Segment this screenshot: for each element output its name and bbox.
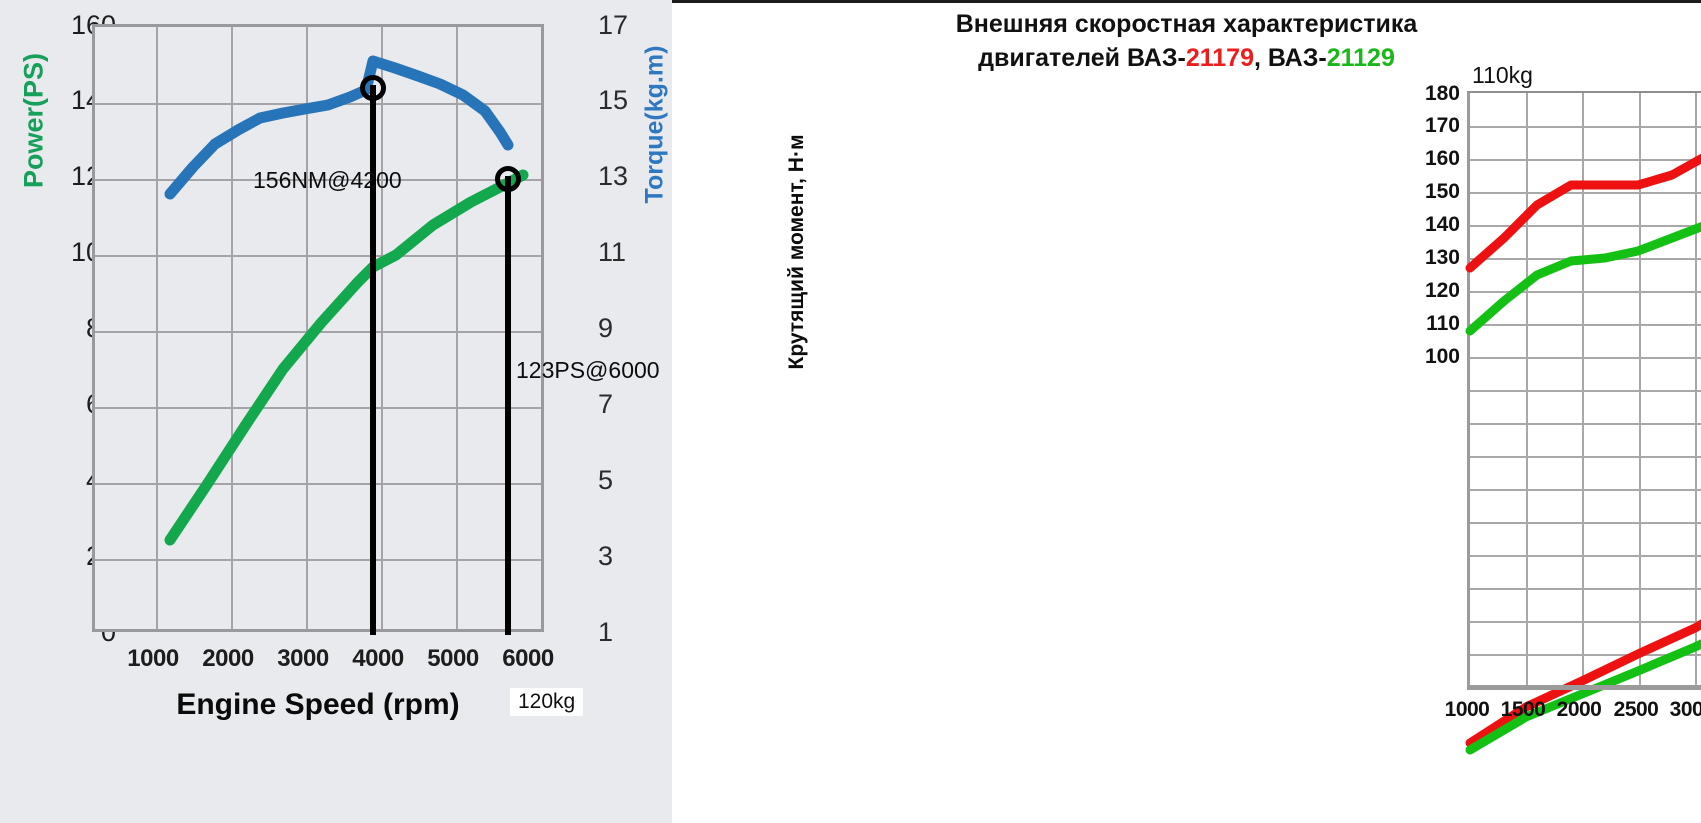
left-chart-panel: Power(PS) Torque(kg.m) 160 140 120 100 8… bbox=[0, 0, 672, 823]
left-chart-y2tick: 15 bbox=[598, 85, 629, 115]
torque-curve-blue bbox=[164, 55, 514, 200]
right-chart-xtick: 2500 bbox=[1613, 698, 1659, 721]
right-chart-ytick: 160 bbox=[1424, 147, 1460, 170]
left-chart-x-axis-title: Engine Speed (rpm) bbox=[176, 688, 460, 721]
right-chart-ytick: 150 bbox=[1424, 180, 1460, 203]
left-chart-y2-axis-title: Torque(kg.m) bbox=[640, 45, 669, 204]
left-chart-y2tick: 17 bbox=[598, 10, 629, 40]
left-chart-xtick: 2000 bbox=[202, 645, 254, 672]
gridline-horizontal bbox=[1470, 621, 1701, 623]
left-chart-weight-badge: 120kg bbox=[510, 688, 584, 716]
torque-peak-indicator-line bbox=[370, 85, 376, 635]
right-chart-ytick: 110 bbox=[1426, 312, 1460, 335]
gridline-horizontal bbox=[95, 255, 541, 257]
left-chart-power-annotation: 123PS@6000 bbox=[516, 357, 660, 383]
gridline-horizontal bbox=[1470, 588, 1701, 590]
right-chart-plot-area: 170NM@3700 148 78 122@6050 bbox=[1465, 91, 1701, 755]
torque-peak-marker bbox=[360, 75, 386, 101]
right-chart-ytick: 170 bbox=[1424, 114, 1460, 137]
left-chart-xtick: 3000 bbox=[277, 645, 329, 672]
left-chart-y2tick: 7 bbox=[598, 389, 614, 419]
gridline-horizontal bbox=[95, 483, 541, 485]
right-chart-xtick: 2000 bbox=[1556, 698, 1602, 721]
gridline-horizontal bbox=[1470, 456, 1701, 458]
right-chart-x-axis-line bbox=[1467, 685, 1701, 690]
right-chart-title-line1: Внешняя скоростная характеристика bbox=[955, 10, 1418, 38]
left-chart-xtick: 5000 bbox=[427, 645, 479, 672]
gridline-vertical bbox=[156, 27, 158, 629]
power-peak-indicator-line bbox=[505, 176, 511, 635]
gridline-horizontal bbox=[1470, 357, 1701, 359]
gridline-horizontal bbox=[1470, 324, 1701, 326]
right-chart-ytick: 130 bbox=[1424, 246, 1460, 269]
left-chart-torque-annotation: 156NM@4200 bbox=[253, 167, 402, 193]
right-chart-x-axis-title: n, мин-1 bbox=[1467, 726, 1701, 750]
gridline-horizontal bbox=[1470, 654, 1701, 656]
gridline-horizontal bbox=[1470, 192, 1701, 194]
right-chart-title-line2: двигателей ВАЗ-21179, ВАЗ-21129 bbox=[672, 42, 1701, 76]
gridline-vertical bbox=[456, 27, 458, 629]
right-chart-xtick: 1000 bbox=[1444, 698, 1490, 721]
torque-curve-red-21179 bbox=[1465, 153, 1701, 273]
right-chart-weight-badge: 110kg bbox=[1472, 62, 1533, 88]
gridline-horizontal bbox=[1470, 555, 1701, 557]
right-chart-curves bbox=[1465, 153, 1701, 755]
gridline-horizontal bbox=[1470, 291, 1701, 293]
title-prefix: двигателей ВАЗ- bbox=[978, 43, 1186, 72]
gridline-horizontal bbox=[1470, 225, 1701, 227]
gridline-horizontal bbox=[1470, 159, 1701, 161]
power-curve-red-21179 bbox=[1465, 619, 1701, 748]
gridline-horizontal bbox=[95, 407, 541, 409]
left-chart-xtick: 1000 bbox=[127, 645, 179, 672]
gridline-horizontal bbox=[95, 559, 541, 561]
gridline-vertical bbox=[381, 27, 383, 629]
left-chart-y2tick: 13 bbox=[598, 161, 629, 191]
left-chart-xtick: 4000 bbox=[352, 645, 404, 672]
left-chart-y2tick: 11 bbox=[598, 237, 627, 267]
left-chart-y2tick: 5 bbox=[598, 465, 614, 495]
gridline-horizontal bbox=[1470, 522, 1701, 524]
gridline-vertical bbox=[306, 27, 308, 629]
title-model-21179: 21179 bbox=[1185, 43, 1254, 72]
right-chart-panel: Внешняя скоростная характеристика двигат… bbox=[672, 0, 1701, 823]
title-model-21129: 21129 bbox=[1326, 43, 1395, 72]
right-chart-ytick: 180 bbox=[1424, 82, 1460, 105]
gridline-horizontal bbox=[1470, 390, 1701, 392]
power-curve-green-21129 bbox=[1465, 639, 1701, 755]
gridline-horizontal bbox=[1470, 489, 1701, 491]
gridline-horizontal bbox=[1470, 126, 1701, 128]
right-chart-ytick: 120 bbox=[1424, 279, 1460, 302]
left-chart-y2tick: 3 bbox=[598, 541, 614, 571]
left-chart-y2tick: 1 bbox=[598, 617, 614, 647]
gridline-horizontal bbox=[95, 179, 541, 181]
left-chart-y2tick: 9 bbox=[598, 313, 614, 343]
right-chart-ytick: 100 bbox=[1424, 345, 1460, 368]
left-chart-plot-area: 156NM@4200 bbox=[92, 24, 544, 635]
gridline-vertical bbox=[231, 27, 233, 629]
right-chart-y-axis-title: Крутящий момент, Н·м bbox=[785, 134, 808, 370]
panel-divider-top bbox=[672, 0, 1701, 3]
title-separator: , ВАЗ- bbox=[1253, 43, 1327, 72]
right-chart-title: Внешняя скоростная характеристика двигат… bbox=[672, 8, 1701, 76]
torque-curve-green-21129 bbox=[1465, 222, 1701, 336]
right-chart-xtick: 1500 bbox=[1500, 698, 1546, 721]
left-chart-curves bbox=[164, 55, 529, 546]
gridline-horizontal bbox=[1470, 423, 1701, 425]
right-chart-ytick: 140 bbox=[1424, 213, 1460, 236]
right-chart-xtick: 3000 bbox=[1669, 698, 1701, 721]
left-chart-xtick: 6000 bbox=[502, 645, 554, 672]
power-curve-green bbox=[164, 169, 529, 546]
power-peak-marker bbox=[495, 166, 521, 192]
